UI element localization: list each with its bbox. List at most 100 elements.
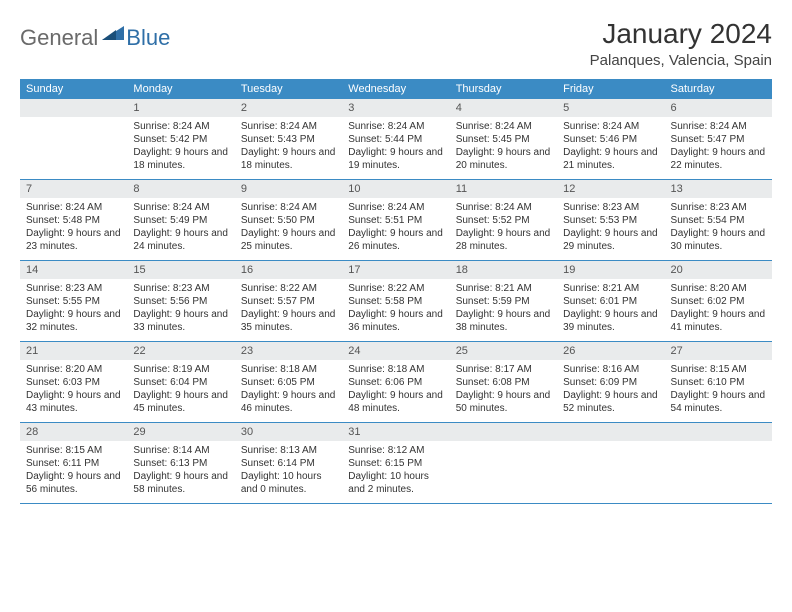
sunrise-text: Sunrise: 8:24 AM — [133, 201, 228, 214]
day-number: 25 — [450, 342, 557, 360]
sunrise-text: Sunrise: 8:24 AM — [563, 120, 658, 133]
day-details: Sunrise: 8:23 AMSunset: 5:53 PMDaylight:… — [557, 198, 664, 259]
daylight-text: Daylight: 9 hours and 18 minutes. — [133, 146, 228, 172]
day-number: 4 — [450, 99, 557, 117]
sunset-text: Sunset: 6:14 PM — [241, 457, 336, 470]
sunset-text: Sunset: 5:52 PM — [456, 214, 551, 227]
day-number: 12 — [557, 180, 664, 198]
day-details: Sunrise: 8:12 AMSunset: 6:15 PMDaylight:… — [342, 441, 449, 502]
day-number: 10 — [342, 180, 449, 198]
weekday-header: Tuesday — [235, 79, 342, 99]
sunrise-text: Sunrise: 8:12 AM — [348, 444, 443, 457]
day-number: 28 — [20, 423, 127, 441]
sunrise-text: Sunrise: 8:24 AM — [671, 120, 766, 133]
sunset-text: Sunset: 5:55 PM — [26, 295, 121, 308]
calendar-day: 20Sunrise: 8:20 AMSunset: 6:02 PMDayligh… — [665, 261, 772, 341]
sunset-text: Sunset: 5:48 PM — [26, 214, 121, 227]
day-number: 5 — [557, 99, 664, 117]
sunset-text: Sunset: 6:01 PM — [563, 295, 658, 308]
sunset-text: Sunset: 6:09 PM — [563, 376, 658, 389]
sunrise-text: Sunrise: 8:24 AM — [26, 201, 121, 214]
day-details — [450, 441, 557, 450]
day-number: 18 — [450, 261, 557, 279]
day-details — [665, 441, 772, 450]
weekday-header: Sunday — [20, 79, 127, 99]
daylight-text: Daylight: 10 hours and 2 minutes. — [348, 470, 443, 496]
sunset-text: Sunset: 5:43 PM — [241, 133, 336, 146]
calendar-week: 1Sunrise: 8:24 AMSunset: 5:42 PMDaylight… — [20, 99, 772, 180]
daylight-text: Daylight: 9 hours and 46 minutes. — [241, 389, 336, 415]
sunset-text: Sunset: 6:03 PM — [26, 376, 121, 389]
day-details: Sunrise: 8:14 AMSunset: 6:13 PMDaylight:… — [127, 441, 234, 502]
location-label: Palanques, Valencia, Spain — [590, 52, 772, 69]
calendar-day: 19Sunrise: 8:21 AMSunset: 6:01 PMDayligh… — [557, 261, 664, 341]
sunset-text: Sunset: 5:58 PM — [348, 295, 443, 308]
calendar-day — [665, 423, 772, 503]
calendar-day: 18Sunrise: 8:21 AMSunset: 5:59 PMDayligh… — [450, 261, 557, 341]
daylight-text: Daylight: 9 hours and 19 minutes. — [348, 146, 443, 172]
calendar-day: 24Sunrise: 8:18 AMSunset: 6:06 PMDayligh… — [342, 342, 449, 422]
weekday-header: Saturday — [665, 79, 772, 99]
weekday-header: Friday — [557, 79, 664, 99]
calendar-day: 25Sunrise: 8:17 AMSunset: 6:08 PMDayligh… — [450, 342, 557, 422]
calendar-day: 22Sunrise: 8:19 AMSunset: 6:04 PMDayligh… — [127, 342, 234, 422]
day-details: Sunrise: 8:21 AMSunset: 5:59 PMDaylight:… — [450, 279, 557, 340]
day-details: Sunrise: 8:24 AMSunset: 5:44 PMDaylight:… — [342, 117, 449, 178]
day-number: 11 — [450, 180, 557, 198]
daylight-text: Daylight: 9 hours and 43 minutes. — [26, 389, 121, 415]
sunrise-text: Sunrise: 8:23 AM — [26, 282, 121, 295]
sunrise-text: Sunrise: 8:23 AM — [563, 201, 658, 214]
day-details: Sunrise: 8:23 AMSunset: 5:56 PMDaylight:… — [127, 279, 234, 340]
calendar-day: 7Sunrise: 8:24 AMSunset: 5:48 PMDaylight… — [20, 180, 127, 260]
day-number: 1 — [127, 99, 234, 117]
day-details: Sunrise: 8:18 AMSunset: 6:06 PMDaylight:… — [342, 360, 449, 421]
day-details: Sunrise: 8:24 AMSunset: 5:43 PMDaylight:… — [235, 117, 342, 178]
sunset-text: Sunset: 5:59 PM — [456, 295, 551, 308]
sunset-text: Sunset: 5:42 PM — [133, 133, 228, 146]
day-details: Sunrise: 8:21 AMSunset: 6:01 PMDaylight:… — [557, 279, 664, 340]
day-details: Sunrise: 8:22 AMSunset: 5:57 PMDaylight:… — [235, 279, 342, 340]
sunrise-text: Sunrise: 8:23 AM — [133, 282, 228, 295]
calendar-day: 26Sunrise: 8:16 AMSunset: 6:09 PMDayligh… — [557, 342, 664, 422]
day-details: Sunrise: 8:18 AMSunset: 6:05 PMDaylight:… — [235, 360, 342, 421]
day-number: 30 — [235, 423, 342, 441]
day-details: Sunrise: 8:24 AMSunset: 5:50 PMDaylight:… — [235, 198, 342, 259]
day-details: Sunrise: 8:24 AMSunset: 5:49 PMDaylight:… — [127, 198, 234, 259]
calendar-day: 12Sunrise: 8:23 AMSunset: 5:53 PMDayligh… — [557, 180, 664, 260]
logo: General Blue — [20, 24, 170, 51]
day-details: Sunrise: 8:17 AMSunset: 6:08 PMDaylight:… — [450, 360, 557, 421]
day-number: 19 — [557, 261, 664, 279]
daylight-text: Daylight: 9 hours and 26 minutes. — [348, 227, 443, 253]
sunset-text: Sunset: 6:13 PM — [133, 457, 228, 470]
calendar-day: 10Sunrise: 8:24 AMSunset: 5:51 PMDayligh… — [342, 180, 449, 260]
calendar-day: 30Sunrise: 8:13 AMSunset: 6:14 PMDayligh… — [235, 423, 342, 503]
sunrise-text: Sunrise: 8:21 AM — [456, 282, 551, 295]
day-number: 29 — [127, 423, 234, 441]
calendar-day: 14Sunrise: 8:23 AMSunset: 5:55 PMDayligh… — [20, 261, 127, 341]
weekday-header: Thursday — [450, 79, 557, 99]
sunrise-text: Sunrise: 8:21 AM — [563, 282, 658, 295]
day-number — [20, 99, 127, 117]
weekday-header-row: Sunday Monday Tuesday Wednesday Thursday… — [20, 79, 772, 99]
daylight-text: Daylight: 9 hours and 24 minutes. — [133, 227, 228, 253]
sunrise-text: Sunrise: 8:17 AM — [456, 363, 551, 376]
header: General Blue January 2024 Palanques, Val… — [20, 18, 772, 69]
day-number: 14 — [20, 261, 127, 279]
day-details: Sunrise: 8:22 AMSunset: 5:58 PMDaylight:… — [342, 279, 449, 340]
sunset-text: Sunset: 6:10 PM — [671, 376, 766, 389]
sunset-text: Sunset: 5:47 PM — [671, 133, 766, 146]
sunrise-text: Sunrise: 8:24 AM — [348, 201, 443, 214]
sunrise-text: Sunrise: 8:24 AM — [456, 201, 551, 214]
calendar-day: 21Sunrise: 8:20 AMSunset: 6:03 PMDayligh… — [20, 342, 127, 422]
day-number — [557, 423, 664, 441]
day-number: 21 — [20, 342, 127, 360]
sunrise-text: Sunrise: 8:16 AM — [563, 363, 658, 376]
sunrise-text: Sunrise: 8:24 AM — [241, 120, 336, 133]
sunset-text: Sunset: 5:50 PM — [241, 214, 336, 227]
sunset-text: Sunset: 5:46 PM — [563, 133, 658, 146]
sunset-text: Sunset: 6:05 PM — [241, 376, 336, 389]
sunset-text: Sunset: 6:08 PM — [456, 376, 551, 389]
daylight-text: Daylight: 9 hours and 21 minutes. — [563, 146, 658, 172]
daylight-text: Daylight: 9 hours and 50 minutes. — [456, 389, 551, 415]
daylight-text: Daylight: 9 hours and 20 minutes. — [456, 146, 551, 172]
